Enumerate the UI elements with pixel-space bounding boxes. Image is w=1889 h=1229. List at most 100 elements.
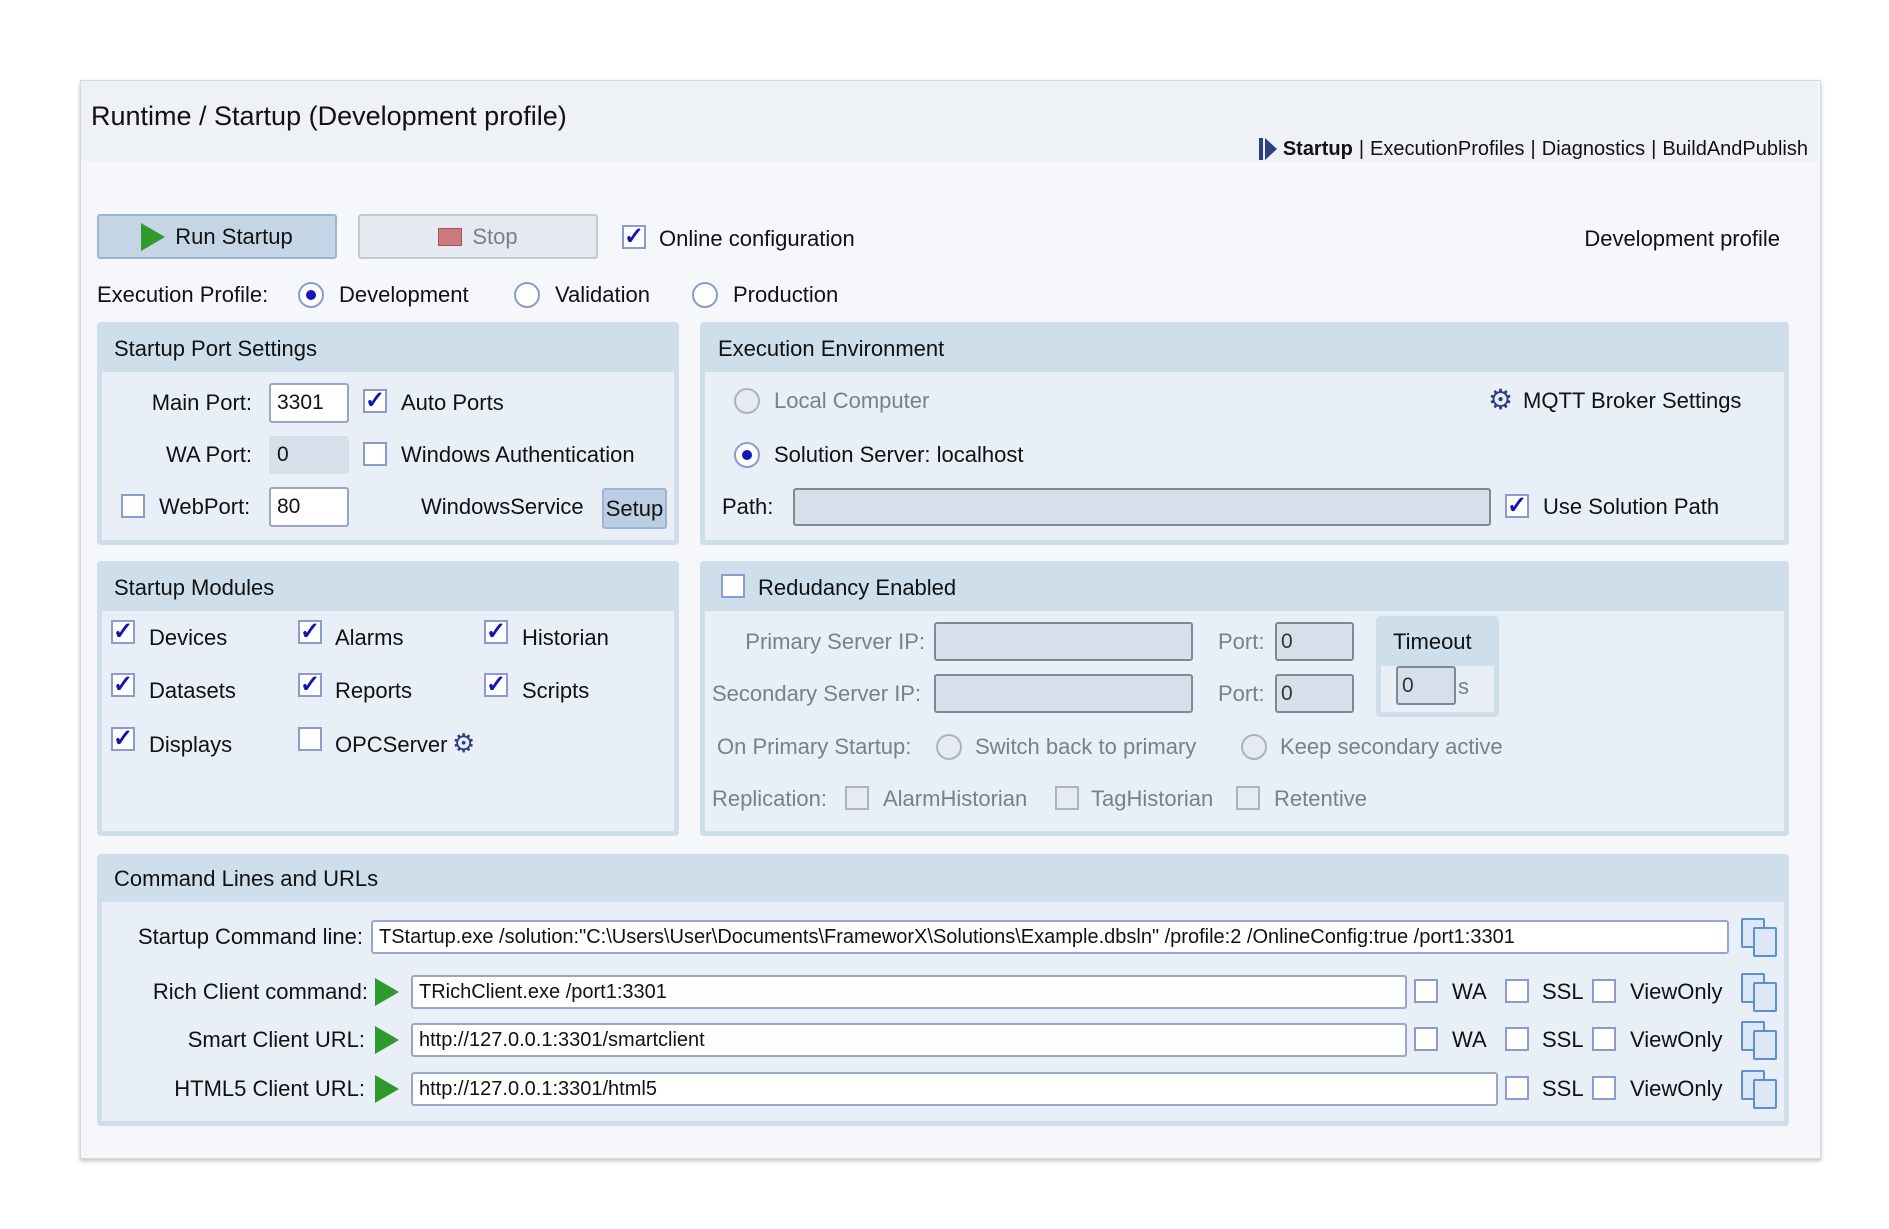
radio-validation[interactable] bbox=[514, 282, 540, 308]
nav-separator: | bbox=[1651, 138, 1657, 160]
mqtt-broker-settings-link[interactable]: MQTT Broker Settings bbox=[1523, 388, 1742, 413]
port-settings-panel bbox=[97, 322, 679, 545]
stop-button[interactable]: Stop bbox=[358, 214, 598, 259]
alarms-label: Alarms bbox=[335, 625, 404, 650]
nav-separator: | bbox=[1530, 138, 1536, 160]
online-configuration-label: Online configuration bbox=[659, 226, 855, 251]
alarm-historian-label: AlarmHistorian bbox=[883, 786, 1028, 811]
auto-ports-checkbox[interactable]: ✓ bbox=[363, 387, 387, 414]
copy-icon[interactable] bbox=[1741, 1021, 1777, 1060]
wa-port-input[interactable]: 0 bbox=[269, 436, 349, 474]
nav-breadcrumb: Startup | ExecutionProfiles | Diagnostic… bbox=[1258, 134, 1808, 164]
scripts-checkbox[interactable]: ✓ bbox=[484, 671, 508, 698]
displays-checkbox[interactable]: ✓ bbox=[111, 725, 135, 752]
primary-ip-input[interactable] bbox=[934, 622, 1193, 661]
webport-checkbox[interactable] bbox=[121, 494, 145, 518]
nav-diagnostics[interactable]: Diagnostics bbox=[1541, 138, 1646, 160]
rich-ssl-checkbox[interactable] bbox=[1505, 979, 1529, 1003]
reports-checkbox[interactable]: ✓ bbox=[298, 671, 322, 698]
header-bar bbox=[81, 81, 1818, 161]
gear-icon[interactable]: ⚙ bbox=[1488, 384, 1514, 415]
development-label: Development bbox=[339, 282, 469, 307]
local-computer-label: Local Computer bbox=[774, 388, 930, 413]
path-label: Path: bbox=[722, 494, 774, 519]
retentive-checkbox[interactable] bbox=[1236, 786, 1260, 810]
primary-port-label: Port: bbox=[1218, 629, 1265, 654]
keep-secondary-label: Keep secondary active bbox=[1280, 734, 1503, 759]
profile-status: Development profile bbox=[1584, 226, 1780, 251]
webport-label: WebPort: bbox=[159, 494, 251, 519]
radio-switch-back[interactable] bbox=[936, 734, 962, 760]
radio-local-computer[interactable] bbox=[734, 388, 760, 414]
redundancy-enabled-checkbox[interactable] bbox=[721, 574, 745, 598]
radio-solution-server[interactable] bbox=[734, 442, 760, 468]
copy-icon[interactable] bbox=[1741, 1070, 1777, 1109]
page-title: Runtime / Startup (Development profile) bbox=[91, 101, 567, 131]
timeout-input[interactable]: 0 bbox=[1396, 666, 1456, 705]
primary-port-input[interactable]: 0 bbox=[1275, 622, 1354, 661]
smart-viewonly-checkbox[interactable] bbox=[1592, 1027, 1616, 1051]
path-input[interactable] bbox=[793, 488, 1491, 526]
html5-ssl-checkbox[interactable] bbox=[1505, 1076, 1529, 1100]
tag-historian-checkbox[interactable] bbox=[1055, 786, 1079, 810]
retentive-label: Retentive bbox=[1274, 786, 1367, 811]
nav-separator: | bbox=[1358, 138, 1365, 160]
rich-ssl-label: SSL bbox=[1542, 979, 1584, 1004]
alarm-historian-checkbox[interactable] bbox=[845, 786, 869, 810]
nav-execution-profiles[interactable]: ExecutionProfiles bbox=[1370, 138, 1525, 160]
timeout-label: Timeout bbox=[1393, 629, 1472, 654]
smart-ssl-label: SSL bbox=[1542, 1027, 1584, 1052]
datasets-checkbox[interactable]: ✓ bbox=[111, 671, 135, 698]
setup-button[interactable]: Setup bbox=[602, 488, 667, 529]
rich-viewonly-checkbox[interactable] bbox=[1592, 979, 1616, 1003]
windows-authentication-label: Windows Authentication bbox=[401, 442, 635, 467]
switch-back-label: Switch back to primary bbox=[975, 734, 1197, 759]
radio-keep-secondary[interactable] bbox=[1241, 734, 1267, 760]
historian-checkbox[interactable]: ✓ bbox=[484, 618, 508, 645]
alarms-checkbox[interactable]: ✓ bbox=[298, 618, 322, 645]
nav-startup[interactable]: Startup bbox=[1282, 138, 1353, 160]
run-rich-client-icon[interactable] bbox=[375, 978, 399, 1006]
main-port-input[interactable]: 3301 bbox=[269, 383, 349, 423]
copy-icon[interactable] bbox=[1741, 973, 1777, 1012]
radio-production[interactable] bbox=[692, 282, 718, 308]
startup-command-input[interactable]: TStartup.exe /solution:"C:\Users\User\Do… bbox=[371, 920, 1729, 954]
html5-client-input[interactable]: http://127.0.0.1:3301/html5 bbox=[411, 1072, 1498, 1106]
html5-viewonly-checkbox[interactable] bbox=[1592, 1076, 1616, 1100]
secondary-ip-input[interactable] bbox=[934, 674, 1193, 713]
tag-historian-label: TagHistorian bbox=[1091, 786, 1214, 811]
run-html5-client-icon[interactable] bbox=[375, 1075, 399, 1103]
nav-build-and-publish[interactable]: BuildAndPublish bbox=[1662, 138, 1808, 160]
use-solution-path-checkbox[interactable]: ✓ bbox=[1505, 492, 1529, 519]
validation-label: Validation bbox=[555, 282, 650, 307]
online-configuration-checkbox[interactable]: ✓ bbox=[622, 223, 646, 250]
devices-checkbox[interactable]: ✓ bbox=[111, 618, 135, 645]
smart-client-input[interactable]: http://127.0.0.1:3301/smartclient bbox=[411, 1023, 1407, 1057]
scripts-label: Scripts bbox=[522, 678, 590, 703]
rich-wa-checkbox[interactable] bbox=[1414, 979, 1438, 1003]
opcserver-gear-icon[interactable]: ⚙ bbox=[452, 728, 476, 758]
port-settings-title: Startup Port Settings bbox=[114, 336, 317, 361]
opcserver-checkbox[interactable] bbox=[298, 727, 322, 751]
radio-development[interactable] bbox=[298, 282, 324, 308]
rich-client-input[interactable]: TRichClient.exe /port1:3301 bbox=[411, 975, 1407, 1009]
play-icon bbox=[141, 222, 166, 251]
main-port-label: Main Port: bbox=[151, 390, 252, 415]
use-solution-path-label: Use Solution Path bbox=[1543, 494, 1720, 519]
webport-input[interactable]: 80 bbox=[269, 487, 349, 527]
datasets-label: Datasets bbox=[149, 678, 236, 703]
historian-label: Historian bbox=[522, 625, 609, 650]
run-smart-client-icon[interactable] bbox=[375, 1026, 399, 1054]
windows-authentication-checkbox[interactable] bbox=[363, 442, 387, 466]
stop-icon bbox=[438, 227, 463, 246]
secondary-ip-label: Secondary Server IP: bbox=[712, 681, 922, 706]
run-startup-button[interactable]: Run Startup bbox=[97, 214, 337, 259]
rich-wa-label: WA bbox=[1452, 979, 1487, 1004]
reports-label: Reports bbox=[335, 678, 413, 703]
timeout-unit: s bbox=[1458, 674, 1469, 699]
devices-label: Devices bbox=[149, 625, 228, 650]
smart-ssl-checkbox[interactable] bbox=[1505, 1027, 1529, 1051]
smart-wa-checkbox[interactable] bbox=[1414, 1027, 1438, 1051]
secondary-port-input[interactable]: 0 bbox=[1275, 674, 1354, 713]
copy-icon[interactable] bbox=[1741, 918, 1777, 957]
